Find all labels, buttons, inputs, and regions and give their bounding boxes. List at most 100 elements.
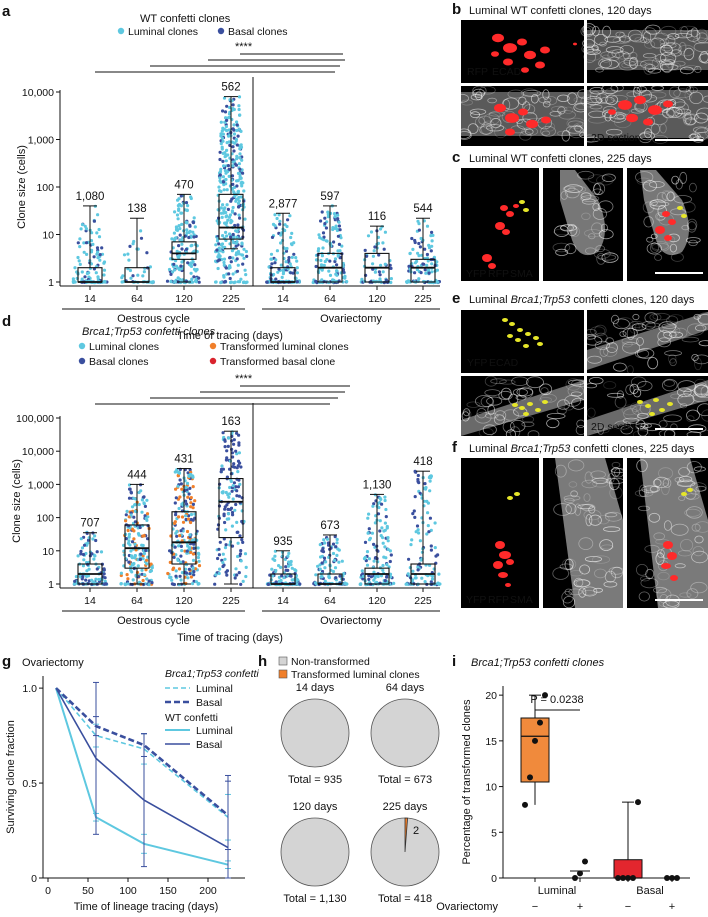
clone-cell bbox=[513, 204, 519, 208]
tissue-texture bbox=[655, 53, 667, 63]
legend-entry: Luminal clones bbox=[89, 341, 159, 353]
tissue-texture bbox=[586, 407, 596, 418]
clone-dot bbox=[172, 268, 177, 272]
clone-cell bbox=[637, 400, 643, 404]
clone-dot bbox=[186, 495, 190, 499]
tissue-texture bbox=[507, 89, 525, 99]
tissue-texture bbox=[657, 337, 671, 348]
tissue-texture bbox=[686, 409, 700, 422]
clone-dot bbox=[176, 484, 180, 488]
clone-dot bbox=[273, 213, 277, 217]
clone-dot bbox=[132, 537, 136, 541]
clone-dot bbox=[223, 445, 227, 449]
tissue-texture bbox=[474, 116, 486, 128]
tissue-texture bbox=[597, 254, 617, 261]
clone-dot bbox=[295, 266, 299, 270]
clone-dot bbox=[242, 189, 246, 193]
tissue-texture bbox=[530, 94, 539, 104]
tissue-texture bbox=[673, 88, 692, 99]
tissue-texture bbox=[647, 68, 662, 74]
tissue-texture bbox=[634, 324, 643, 331]
clone-cell bbox=[502, 229, 510, 235]
clone-dot bbox=[224, 570, 228, 574]
clone-dot bbox=[412, 509, 416, 513]
clone-dot bbox=[361, 574, 365, 579]
clone-dot bbox=[341, 268, 345, 272]
tissue-texture bbox=[479, 125, 494, 135]
tissue-texture bbox=[662, 108, 675, 119]
clone-dot bbox=[238, 156, 242, 160]
pie-total: Total = 1,130 bbox=[283, 893, 346, 905]
clone-dot bbox=[231, 455, 235, 459]
clone-dot bbox=[237, 104, 241, 108]
clone-dot bbox=[140, 510, 144, 514]
legend-entry: Luminal bbox=[196, 725, 233, 737]
pie-title: 64 days bbox=[386, 682, 425, 694]
clone-dot bbox=[383, 579, 387, 583]
clone-dot bbox=[225, 221, 229, 225]
clone-dot bbox=[417, 277, 421, 281]
clone-dot bbox=[331, 551, 336, 556]
tissue-texture bbox=[663, 379, 675, 387]
clone-cell bbox=[663, 100, 673, 108]
tissue-texture bbox=[641, 320, 656, 330]
clone-dot bbox=[230, 219, 234, 223]
clone-dot bbox=[215, 248, 219, 252]
clone-dot bbox=[380, 225, 384, 229]
pie-slice bbox=[280, 817, 350, 887]
clone-dot bbox=[129, 276, 133, 280]
tissue-texture bbox=[552, 242, 571, 253]
clone-dot bbox=[331, 226, 335, 230]
clone-dot bbox=[173, 210, 177, 214]
clone-dot bbox=[338, 228, 342, 232]
clone-dot bbox=[219, 206, 223, 210]
clone-dot bbox=[230, 524, 234, 528]
tissue-texture bbox=[571, 397, 586, 410]
tissue-texture bbox=[668, 331, 684, 338]
micrograph-e-merge bbox=[461, 375, 589, 440]
clone-dot bbox=[233, 576, 237, 580]
tissue-texture bbox=[660, 25, 677, 37]
y-tick-label: 10,000 bbox=[22, 87, 54, 99]
clone-dot bbox=[235, 179, 239, 183]
clone-dot bbox=[92, 255, 96, 259]
tissue-texture bbox=[637, 412, 649, 419]
clone-dot bbox=[197, 564, 202, 568]
group-label: Oestrous cycle bbox=[117, 313, 190, 325]
clone-dot bbox=[221, 126, 225, 130]
tissue-texture bbox=[470, 93, 483, 101]
clone-dot bbox=[231, 103, 235, 107]
clone-dot bbox=[178, 238, 182, 242]
clone-cell bbox=[515, 338, 521, 342]
clone-dot bbox=[84, 227, 88, 231]
tissue-texture bbox=[594, 324, 607, 337]
tissue-texture bbox=[584, 471, 593, 484]
clone-count-label: 673 bbox=[320, 520, 339, 532]
tissue-texture bbox=[595, 245, 605, 253]
clone-dot bbox=[172, 231, 176, 235]
clone-dot bbox=[178, 227, 182, 231]
clone-dot bbox=[423, 482, 427, 486]
clone-dot bbox=[82, 241, 86, 245]
x-tick-label: 14 bbox=[277, 595, 289, 607]
legend-entry: Basal clones bbox=[89, 356, 149, 368]
clone-dot bbox=[191, 558, 196, 563]
tissue-texture bbox=[658, 321, 676, 334]
tissue-texture bbox=[568, 120, 584, 128]
clone-dot bbox=[73, 579, 77, 583]
clone-dot bbox=[174, 259, 178, 263]
clone-dot bbox=[217, 246, 221, 250]
clone-cell bbox=[509, 322, 515, 326]
clone-dot bbox=[147, 579, 151, 583]
clone-dot bbox=[225, 234, 229, 238]
tissue-texture bbox=[622, 341, 633, 348]
clone-dot bbox=[221, 564, 225, 569]
tissue-texture bbox=[564, 558, 574, 571]
clone-dot bbox=[184, 247, 189, 251]
clone-dot bbox=[179, 560, 183, 564]
tissue-texture bbox=[516, 387, 534, 397]
clone-dot bbox=[237, 162, 241, 166]
clone-dot bbox=[191, 582, 195, 586]
clone-dot bbox=[86, 538, 91, 542]
